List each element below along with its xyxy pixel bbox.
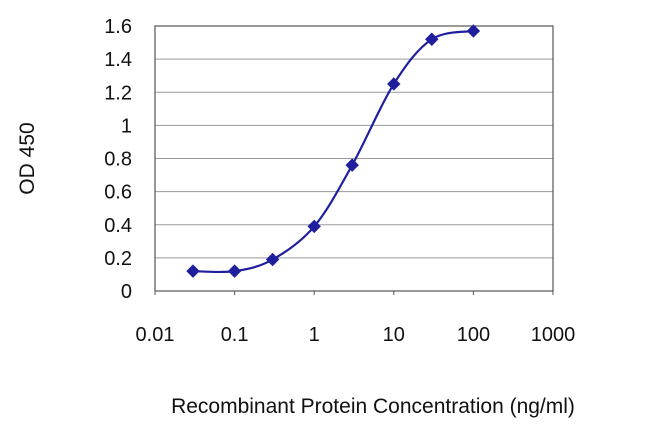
x-axis-ticks: 0.01 0.1 1 10 100 1000 (136, 291, 576, 346)
data-point (186, 264, 200, 278)
y-axis-ticks: 0 0.2 0.4 0.6 0.8 1 1.2 1.4 1.6 (104, 16, 132, 303)
x-tick-label: 10 (383, 324, 405, 346)
data-point (307, 219, 321, 234)
y-tick-label: 0.6 (104, 182, 132, 204)
x-axis-title: Recombinant Protein Concentration (ng/ml… (171, 395, 575, 418)
series-layer (186, 24, 481, 278)
y-tick-label: 1.4 (104, 49, 132, 71)
y-tick-label: 0.8 (104, 149, 132, 171)
y-tick-label: 0.4 (104, 215, 132, 237)
data-point (265, 252, 280, 267)
plot-frame (154, 25, 554, 292)
y-tick-label: 0.2 (104, 248, 132, 270)
data-point (345, 158, 359, 172)
data-point (425, 32, 439, 46)
x-tick-label: 0.01 (136, 324, 175, 346)
x-tick-label: 0.1 (221, 324, 249, 346)
data-point (387, 77, 401, 91)
y-axis-title: OD 450 (16, 122, 39, 194)
y-tick-label: 1 (121, 115, 132, 137)
y-tick-label: 1.6 (104, 16, 132, 38)
x-tick-label: 1000 (531, 324, 576, 346)
x-tick-label: 100 (457, 324, 490, 346)
data-point (227, 264, 242, 278)
x-tick-label: 1 (309, 324, 320, 346)
y-tick-label: 0 (121, 281, 132, 303)
data-point (466, 24, 481, 38)
y-tick-label: 1.2 (104, 82, 132, 104)
